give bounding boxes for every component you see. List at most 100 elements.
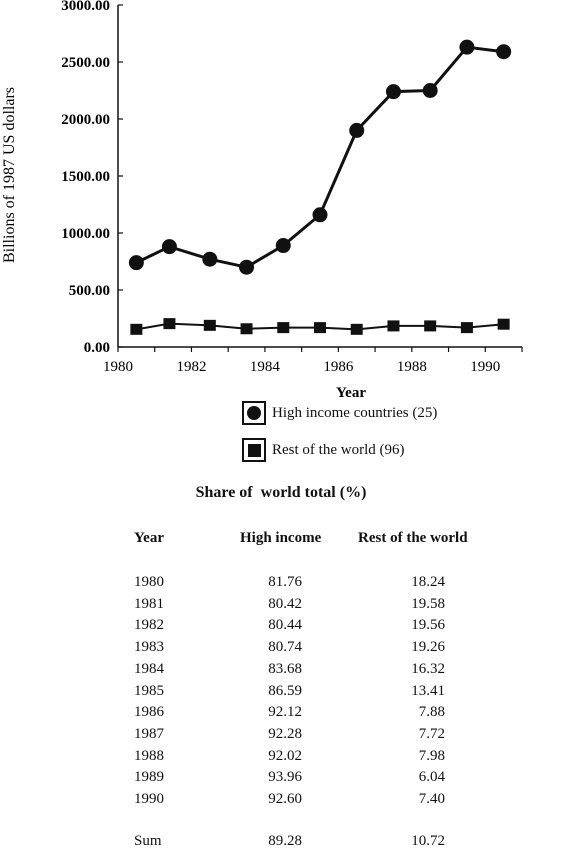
data-point-square — [350, 323, 363, 335]
data-point-square — [130, 323, 143, 335]
y-tick-label: 500.00 — [69, 283, 110, 299]
x-tick-label: 1988 — [397, 359, 427, 375]
table-row: 1983 80.74 19.26 — [0, 639, 562, 660]
chart-axes — [117, 5, 522, 348]
table-cell-rest: 18.24 — [411, 574, 445, 590]
table-cell-high-income: 80.74 — [268, 639, 302, 656]
x-tick-label: 1980 — [103, 359, 133, 375]
circle-marker-icon — [242, 401, 266, 425]
table-cell-year: 1985 — [134, 682, 164, 699]
table-cell-year: 1989 — [134, 769, 164, 786]
y-tick-label: 1000.00 — [61, 226, 110, 242]
table-cell-rest: 16.32 — [411, 660, 445, 677]
chart-ticks: 0.00 500.00 1000.00 1500.00 2000.00 2500.00 30… — [61, 0, 523, 375]
table-row: 1986 92.12 7.88 — [0, 704, 562, 725]
table-cell-year: 1983 — [134, 639, 164, 656]
table-cell-year: 1982 — [134, 617, 164, 634]
y-tick-label: 3000.00 — [61, 0, 110, 14]
table-row: 1984 83.68 16.32 — [0, 661, 562, 682]
data-point-square — [203, 319, 216, 331]
data-point-square — [314, 322, 326, 334]
data-point-circle — [128, 255, 144, 271]
data-point-circle — [496, 44, 512, 60]
x-axis-label: Year — [336, 385, 366, 400]
data-point-circle — [459, 39, 475, 55]
data-point-circle — [161, 239, 177, 255]
table-cell-rest: 6.04 — [418, 769, 445, 786]
x-tick-label: 1986 — [323, 359, 354, 375]
data-point-circle — [385, 84, 401, 100]
y-tick-label: 1500.00 — [61, 169, 110, 185]
table-cell-year: 1986 — [134, 704, 164, 721]
table-row: 1990 92.60 7.40 — [0, 791, 562, 812]
x-tick-label: 1982 — [176, 359, 206, 375]
table-cell-high-income: 83.68 — [268, 660, 302, 677]
table-cell-rest: 19.56 — [411, 617, 445, 634]
line-chart: 0.00 500.00 1000.00 1500.00 2000.00 2500.00 30… — [1, 0, 523, 400]
table-row: 1980 81.76 18.24 — [0, 574, 562, 595]
data-point-square — [240, 323, 253, 335]
x-tick-label: 1984 — [250, 359, 281, 375]
table-header-high-income: High income — [240, 530, 322, 546]
y-tick-label: 2500.00 — [61, 55, 110, 71]
table-cell-year: 1990 — [134, 791, 164, 807]
table-cell-high-income: 93.96 — [268, 769, 302, 786]
table-cell-rest: 19.58 — [411, 595, 445, 612]
table-cell-high-income: 86.59 — [268, 682, 302, 699]
data-point-square — [497, 318, 510, 330]
table-cell-high-income: 92.12 — [268, 704, 302, 721]
table-row: 1989 93.96 6.04 — [0, 769, 562, 790]
x-tick-label: 1990 — [470, 359, 500, 375]
table-cell-year: 1984 — [134, 660, 164, 677]
table-cell-rest: 7.98 — [418, 747, 445, 764]
square-marker-icon — [242, 438, 266, 462]
table-row: 1987 92.28 7.72 — [0, 726, 562, 747]
data-point-circle — [239, 259, 255, 275]
series-line — [135, 45, 504, 269]
table-cell-high-income: 80.42 — [268, 595, 302, 612]
data-point-square — [163, 318, 176, 330]
data-point-circle — [275, 238, 291, 254]
table-sum-label: Sum — [134, 832, 162, 849]
table-row: 1985 86.59 13.41 — [0, 683, 562, 704]
table-row: 1982 80.44 19.56 — [0, 617, 562, 638]
table-title: Share of world total (%) — [195, 484, 367, 501]
data-point-circle — [202, 251, 218, 267]
table-sum-high-income: 89.28 — [268, 832, 302, 849]
legend-high-income: High income countries (25) — [242, 401, 437, 425]
table-cell-high-income: 92.60 — [268, 791, 302, 807]
data-point-square — [277, 322, 290, 334]
table-cell-year: 1980 — [134, 574, 164, 590]
y-tick-label: 0.00 — [84, 340, 110, 356]
y-tick-label: 2000.00 — [61, 112, 110, 128]
table-row: 1988 92.02 7.98 — [0, 748, 562, 769]
data-point-circle — [312, 207, 328, 223]
table-cell-rest: 19.26 — [411, 639, 445, 656]
table-cell-year: 1988 — [134, 747, 164, 764]
table-sum-rest: 10.72 — [411, 832, 445, 849]
table-cell-rest: 7.88 — [418, 704, 445, 721]
data-point-square — [460, 322, 473, 334]
table-cell-high-income: 81.76 — [268, 574, 302, 590]
table-cell-high-income: 92.28 — [268, 725, 302, 742]
legend-label-high-income: High income countries (25) — [272, 404, 438, 421]
legend-rest-of-world: Rest of the world (96) — [242, 438, 404, 462]
table-cell-year: 1981 — [134, 595, 164, 612]
table-row: 1981 80.42 19.58 — [0, 596, 562, 617]
y-axis-label: Billions of 1987 US dollars — [1, 87, 18, 263]
table-cell-year: 1987 — [134, 725, 164, 742]
table-cell-rest: 7.40 — [418, 791, 445, 807]
table-cell-high-income: 80.44 — [268, 617, 302, 634]
data-point-square — [387, 320, 400, 332]
data-point-circle — [349, 122, 365, 138]
table-cell-rest: 13.41 — [411, 682, 445, 699]
table-header-rest: Rest of the world — [358, 530, 468, 546]
data-point-circle — [422, 83, 438, 98]
data-point-square — [424, 320, 437, 332]
table-cell-high-income: 92.02 — [268, 747, 302, 764]
table-cell-rest: 7.72 — [418, 725, 445, 742]
table-sum-row: Sum 89.28 10.72 — [0, 833, 562, 854]
table-header-year: Year — [134, 530, 164, 546]
legend-label-rest-of-world: Rest of the world (96) — [272, 441, 405, 458]
chart-series — [128, 39, 512, 335]
